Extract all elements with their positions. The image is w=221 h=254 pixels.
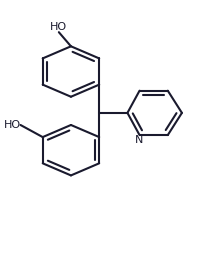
Text: HO: HO [3, 120, 21, 130]
Text: HO: HO [50, 22, 67, 32]
Text: N: N [135, 135, 144, 145]
